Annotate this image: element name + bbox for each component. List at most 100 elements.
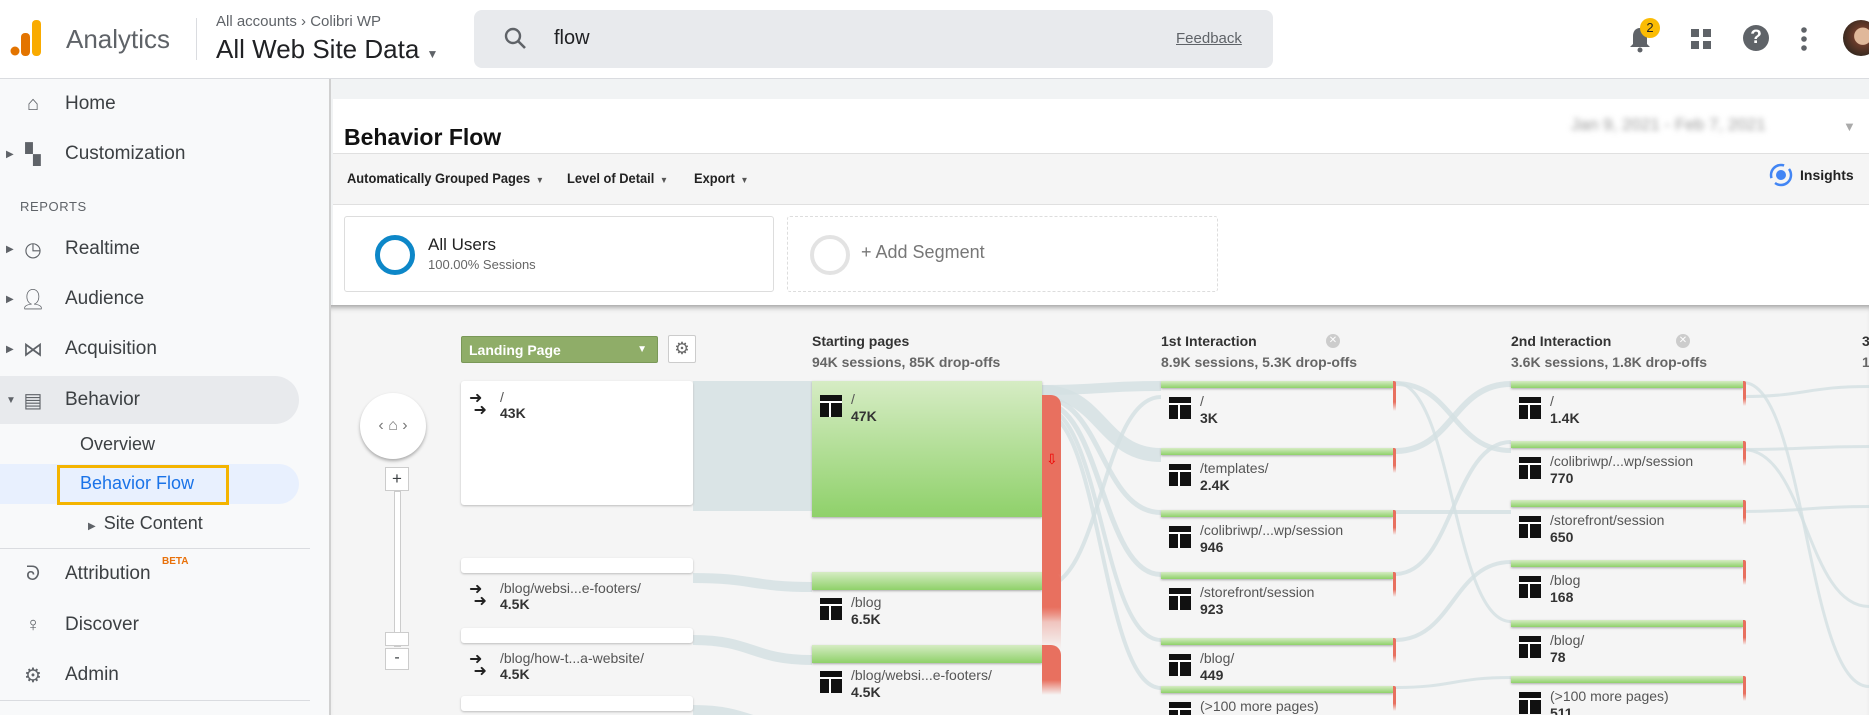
empty-segment-circle-icon [810, 235, 850, 275]
breadcrumb-property[interactable]: Colibri WP [310, 13, 382, 30]
top-bar: Analytics All accounts › Colibri WP All … [0, 0, 1869, 79]
column-stats: 3.6K sessions, 1.8K drop-offs [1511, 354, 1708, 370]
date-range-picker[interactable]: Jan 9, 2021 - Feb 7, 2021 [1571, 115, 1766, 134]
search-icon [504, 27, 526, 49]
dropoff-arrow-icon: ⇩ [1046, 451, 1058, 467]
caret-right-icon: ▶ [6, 243, 14, 255]
node-value: 511 [1550, 705, 1573, 715]
remove-step-icon[interactable]: ✕ [1326, 334, 1340, 348]
search-input[interactable]: flow [554, 27, 590, 49]
flow-link[interactable] [1742, 385, 1869, 398]
sidebar-item-admin[interactable]: ⚙ Admin [0, 651, 299, 699]
flow-link[interactable] [692, 573, 813, 592]
sidebar-item-attribution[interactable]: ᘐ Attribution BETA [0, 550, 299, 598]
dropoff-bar[interactable] [1393, 572, 1396, 597]
flow-link[interactable] [1394, 676, 1512, 689]
page-icon [1519, 516, 1541, 538]
dropoff-bar[interactable] [1743, 500, 1746, 525]
flow-link[interactable] [1041, 410, 1162, 690]
caret-right-icon: ▶ [6, 148, 14, 160]
entrance-arrows-icon: ➜ ➜ [469, 581, 487, 610]
segment-all-users[interactable]: All Users 100.00% Sessions [344, 216, 774, 292]
flow-link[interactable] [692, 705, 812, 715]
feedback-link[interactable]: Feedback [1176, 30, 1242, 47]
dropoff-bar[interactable] [1743, 441, 1746, 466]
remove-step-icon[interactable]: ✕ [1676, 334, 1690, 348]
dropoff-bar[interactable] [1393, 686, 1396, 711]
analytics-logo-icon[interactable] [10, 20, 42, 58]
export-menu[interactable]: Export ▼ [694, 170, 749, 186]
entrance-arrows-icon: ➜ ➜ [469, 651, 487, 680]
node-value: 47K [851, 408, 877, 424]
column-title: 3 [1862, 333, 1869, 349]
insights-button[interactable]: Insights [1768, 162, 1854, 188]
dropoff-bar[interactable] [1042, 572, 1061, 622]
dropoff-bar[interactable] [1393, 448, 1396, 473]
zoom-in-button[interactable]: + [385, 467, 409, 491]
notifications-button[interactable]: 2 [1628, 18, 1660, 54]
view-selector[interactable]: All Web Site Data ▼ [216, 34, 438, 65]
date-dropdown-icon[interactable]: ▼ [1843, 119, 1856, 134]
zoom-slider-handle[interactable] [385, 632, 409, 646]
flow-link[interactable] [692, 635, 813, 665]
flow-link[interactable] [1742, 445, 1869, 451]
search-bar[interactable]: flow Feedback [474, 10, 1273, 68]
node-bar [1161, 572, 1393, 579]
flow-link[interactable] [1394, 381, 1512, 623]
menu-label: Export [694, 170, 735, 186]
dimension-selector[interactable]: Landing Page ▼ [461, 336, 658, 363]
dimension-settings-gear-icon[interactable]: ⚙ [668, 335, 696, 363]
sidebar-item-discover[interactable]: ♀ Discover [0, 601, 299, 649]
app-name: Analytics [66, 24, 171, 54]
behavior-flow-canvas[interactable]: Landing Page ▼ ⚙ ‹ ⌂ › + - ➜ ➜/43K ➜ ➜/blo… [331, 305, 1869, 715]
sidebar-item-audience[interactable]: ▶ 👤︎ Audience [0, 275, 299, 323]
column-title: 1st Interaction [1161, 333, 1257, 349]
dropoff-bar[interactable] [1393, 381, 1396, 411]
sidebar-item-acquisition[interactable]: ▶ ⋈ Acquisition [0, 325, 299, 373]
flow-link[interactable] [1394, 381, 1512, 454]
dropoff-bar[interactable] [1743, 381, 1746, 406]
sidebar-item-site-content[interactable]: ▶ Site Content [88, 513, 203, 534]
flow-link[interactable] [1041, 405, 1162, 642]
sidebar-edge [329, 79, 331, 715]
avatar[interactable] [1843, 20, 1869, 56]
person-icon: 👤︎ [20, 288, 46, 311]
node-label: /blog [1550, 572, 1581, 588]
sidebar-item-behavior[interactable]: ▼ ▤ Behavior [0, 376, 299, 424]
sidebar-item-home[interactable]: ⌂ Home [0, 80, 299, 128]
sidebar-item-realtime[interactable]: ▶ ◷ Realtime [0, 225, 299, 273]
node-label: / [1200, 393, 1204, 409]
entrance-arrows-icon: ➜ ➜ [469, 390, 487, 419]
dropoff-bar[interactable] [1042, 645, 1061, 695]
flow-link[interactable] [1742, 505, 1869, 513]
attribution-icon: ᘐ [25, 562, 41, 585]
flow-link[interactable] [1041, 385, 1162, 462]
more-vert-icon[interactable] [1800, 26, 1808, 52]
breadcrumb-account[interactable]: All accounts [216, 13, 297, 30]
breadcrumb[interactable]: All accounts › Colibri WP [216, 13, 382, 30]
add-segment-button[interactable]: + Add Segment [787, 216, 1218, 292]
page-icon [1169, 526, 1191, 548]
sidebar-item-customization[interactable]: ▶ ▚ Customization [0, 130, 299, 178]
level-of-detail-menu[interactable]: Level of Detail ▼ [567, 170, 668, 186]
flow-link[interactable] [1742, 381, 1869, 688]
zoom-slider-track[interactable] [394, 491, 401, 647]
sidebar-item-behavior-flow[interactable]: Behavior Flow [80, 473, 195, 493]
dropoff-bar[interactable] [1393, 638, 1396, 663]
dropoff-bar[interactable] [1743, 560, 1746, 585]
zoom-out-button[interactable]: - [385, 648, 409, 670]
help-icon[interactable]: ? [1743, 25, 1769, 51]
apps-grid-icon[interactable] [1690, 28, 1712, 50]
dropoff-bar[interactable] [1743, 620, 1746, 645]
home-pan-control[interactable]: ‹ ⌂ › [360, 393, 426, 459]
menu-label: Automatically Grouped Pages [347, 170, 531, 186]
flow-link[interactable] [1742, 448, 1869, 608]
dropoff-bar[interactable] [1743, 676, 1746, 701]
beta-badge: BETA [162, 556, 189, 567]
sidebar-item-overview[interactable]: Overview [80, 434, 156, 454]
flow-link[interactable] [1041, 395, 1162, 589]
dropoff-bar[interactable] [1393, 510, 1396, 535]
grouped-pages-menu[interactable]: Automatically Grouped Pages ▼ [347, 170, 544, 186]
flow-link[interactable] [1041, 395, 1162, 515]
flow-link[interactable] [1394, 560, 1512, 642]
